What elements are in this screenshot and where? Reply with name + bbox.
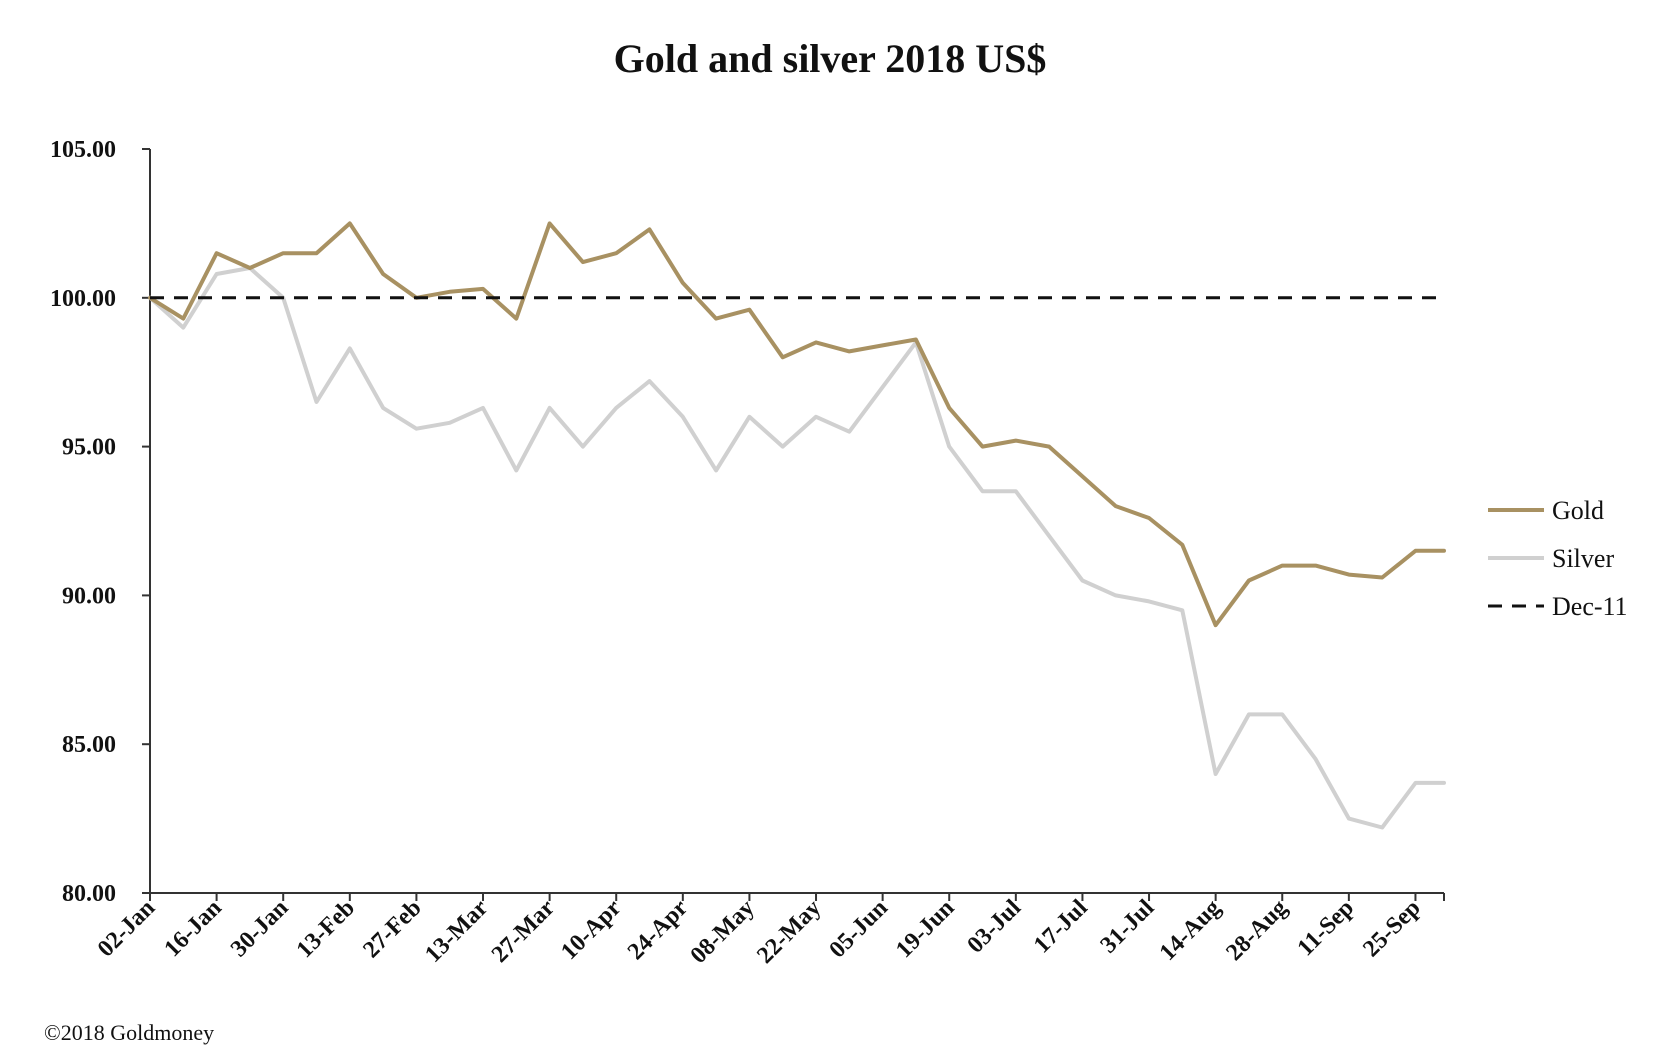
x-tick-label: 17-Jul [1029, 895, 1093, 959]
series-line-silver [148, 266, 1446, 830]
x-axis-ticks: 02-Jan 16-Jan 30-Jan13-Feb27-Feb13-Mar27-M… [93, 893, 1445, 969]
x-tick-label: 28-Aug [1221, 895, 1292, 966]
x-tick-label: 05-Jun [825, 895, 893, 963]
legend-label-dec-11: Dec-11 [1552, 592, 1628, 621]
legend: Gold Silver Dec-11 [1488, 496, 1628, 621]
x-tick-label: 13-Mar [420, 895, 493, 968]
y-tick-label: 90.00 [62, 583, 116, 609]
y-tick-label: 80.00 [62, 881, 116, 907]
x-tick-label: 16-Jan [159, 895, 226, 962]
chart-title: Gold and silver 2018 US$ [614, 36, 1047, 81]
x-tick-label: 03-Jul [962, 895, 1026, 959]
x-tick-label: 10-Apr [556, 895, 626, 965]
copyright-footer: ©2018 Goldmoney [44, 1020, 214, 1045]
x-tick-label: 13-Feb [292, 895, 360, 963]
x-tick-label: 30-Jan [226, 895, 293, 962]
x-tick-label: 27-Feb [358, 895, 426, 963]
y-tick-label: 105.00 [50, 137, 116, 163]
x-tick-label: 31-Jul [1096, 895, 1160, 959]
x-tick-label: 19-Jun [891, 895, 959, 963]
series-lines [148, 221, 1446, 830]
x-tick-label: 25-Sep [1358, 895, 1425, 962]
y-axis-ticks: 80.00 85.00 90.00 95.00 100.00 105.00 [50, 137, 150, 907]
axes [149, 149, 1444, 894]
y-tick-label: 100.00 [50, 286, 116, 312]
legend-label-gold: Gold [1552, 496, 1604, 525]
x-tick-label: 11-Sep [1293, 895, 1359, 961]
y-tick-label: 95.00 [62, 435, 116, 461]
x-tick-label: 27-Mar [487, 895, 560, 968]
series-line-gold [148, 221, 1446, 628]
x-tick-label: 08-May [686, 895, 760, 969]
x-tick-label: 22-May [752, 895, 826, 969]
y-tick-label: 85.00 [62, 732, 116, 758]
x-tick-label: 14-Aug [1155, 895, 1226, 966]
legend-label-silver: Silver [1552, 544, 1614, 573]
x-tick-label: 24-Apr [623, 895, 693, 965]
